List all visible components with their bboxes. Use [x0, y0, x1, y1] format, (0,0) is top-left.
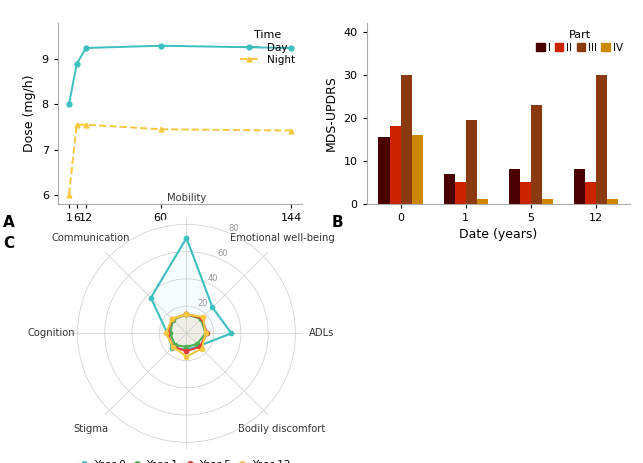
Bar — [574, 169, 585, 204]
Bar — [477, 200, 488, 204]
Bar — [455, 182, 466, 204]
Bar — [607, 199, 618, 204]
Bar — [585, 182, 596, 204]
Bar — [444, 174, 455, 204]
Text: A: A — [3, 215, 15, 230]
Text: C: C — [3, 236, 14, 251]
Bar — [509, 169, 520, 204]
Legend: Year 0, Year 1, Year 5, Year 12: Year 0, Year 1, Year 5, Year 12 — [76, 457, 292, 463]
Bar — [412, 135, 423, 204]
Bar — [390, 126, 401, 204]
X-axis label: Date (years): Date (years) — [459, 228, 538, 241]
Bar — [542, 200, 553, 204]
Text: B: B — [331, 215, 343, 230]
Bar — [466, 120, 477, 204]
Bar — [401, 75, 412, 204]
Legend: I, II, III, IV: I, II, III, IV — [534, 28, 625, 55]
Bar — [531, 105, 542, 204]
X-axis label: Months: Months — [158, 228, 203, 241]
Y-axis label: MDS-UPDRS: MDS-UPDRS — [325, 75, 338, 151]
Y-axis label: Dose (mg/h): Dose (mg/h) — [23, 75, 36, 152]
Legend: Day, Night: Day, Night — [238, 28, 297, 67]
Bar — [379, 137, 390, 204]
Bar — [520, 182, 531, 204]
Bar — [596, 75, 607, 204]
